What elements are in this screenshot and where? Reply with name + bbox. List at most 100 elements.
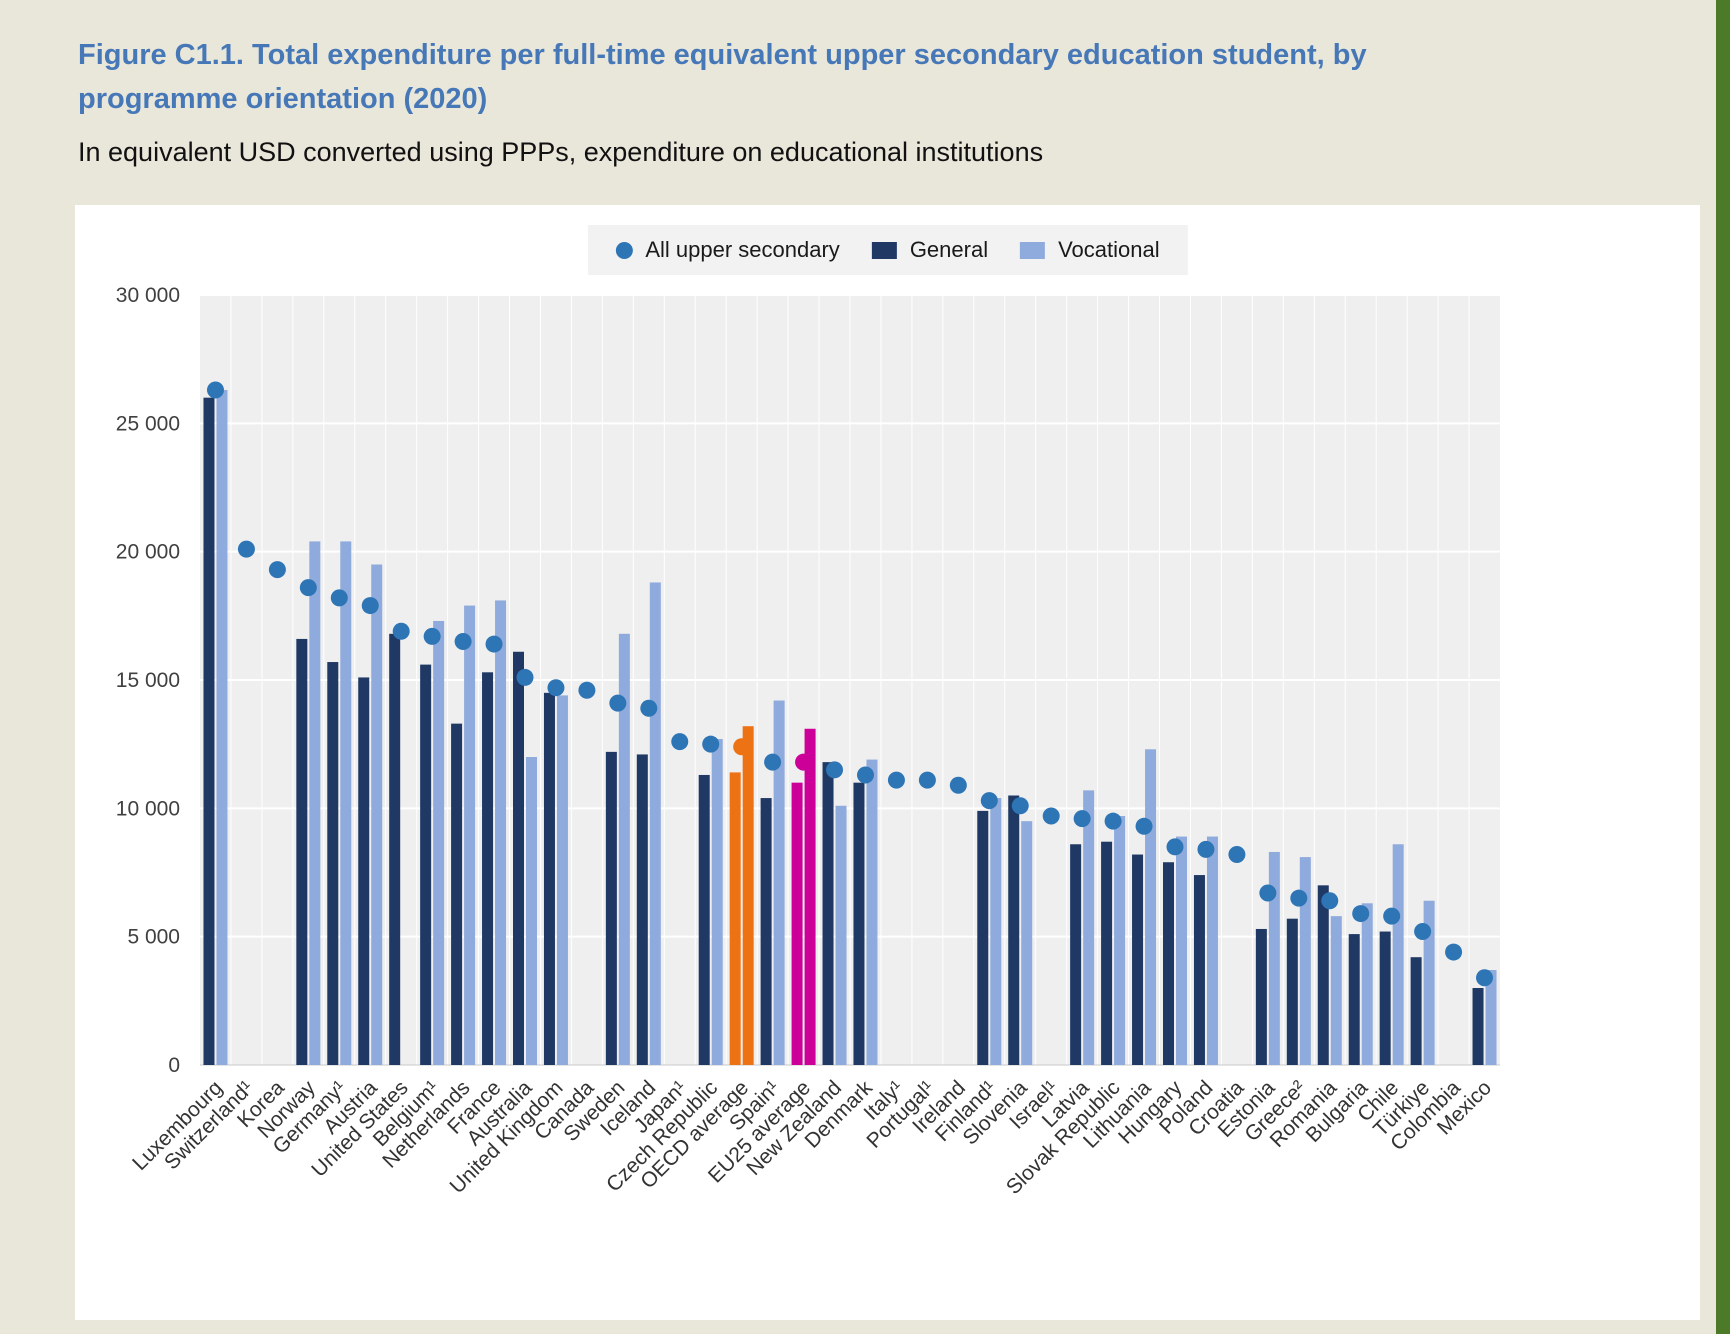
dot-all-upper-secondary: [578, 681, 596, 699]
bar-vocational: [495, 600, 507, 1065]
bar-vocational: [1423, 900, 1435, 1065]
dot-all-upper-secondary: [1042, 807, 1060, 825]
dot-all-upper-secondary: [516, 668, 534, 686]
bar-general: [1348, 934, 1360, 1065]
dot-all-upper-secondary: [826, 761, 844, 779]
dot-all-upper-secondary: [640, 699, 658, 717]
bar-vocational: [1083, 790, 1095, 1065]
dot-all-upper-secondary: [1011, 797, 1029, 815]
bar-general: [636, 754, 648, 1065]
bar-general: [203, 397, 215, 1065]
bar-vocational: [835, 805, 847, 1065]
legend-label-general: General: [909, 237, 989, 262]
bar-vocational: [866, 759, 878, 1065]
accent-strip: [1716, 0, 1730, 1334]
dot-all-upper-secondary: [949, 776, 967, 794]
y-tick-label: 5 000: [127, 926, 180, 949]
dot-all-upper-secondary: [1135, 817, 1153, 835]
bar-vocational: [742, 726, 754, 1065]
bar-general: [420, 664, 432, 1065]
bar-general: [1472, 988, 1484, 1065]
y-tick-label: 20 000: [116, 541, 180, 564]
bar-general: [389, 633, 401, 1065]
dot-all-upper-secondary: [1197, 840, 1215, 858]
dot-all-upper-secondary: [1352, 905, 1370, 923]
dot-all-upper-secondary: [1476, 969, 1494, 987]
figure-header: Figure C1.1. Total expenditure per full-…: [78, 34, 1618, 168]
bar-general: [327, 662, 339, 1065]
bar-general: [605, 751, 617, 1065]
dot-all-upper-secondary: [361, 597, 379, 615]
dot-all-upper-secondary: [702, 735, 720, 753]
dot-all-upper-secondary: [1259, 884, 1277, 902]
dot-all-upper-secondary: [887, 771, 905, 789]
bar-general: [1163, 862, 1174, 1065]
y-tick-label: 30 000: [116, 284, 180, 307]
bar-vocational: [618, 633, 630, 1065]
dot-all-upper-secondary: [237, 540, 255, 558]
dot-all-upper-secondary: [1383, 907, 1401, 925]
dot-all-upper-secondary: [1321, 892, 1339, 910]
bar-general: [358, 677, 370, 1065]
bar-general: [1379, 931, 1391, 1065]
bar-general: [729, 772, 741, 1065]
dot-all-upper-secondary: [1073, 810, 1091, 828]
bar-vocational: [1299, 857, 1311, 1065]
bar-general: [451, 723, 463, 1065]
bar-general: [822, 762, 834, 1065]
legend-item-all-upper-secondary: All upper secondary: [615, 237, 840, 263]
legend-label-all-upper-secondary: All upper secondary: [645, 237, 840, 262]
bar-general: [977, 810, 989, 1065]
bar-general: [543, 692, 555, 1065]
bar-vocational: [1145, 749, 1157, 1065]
dot-all-upper-secondary: [918, 771, 936, 789]
bar-general: [1008, 795, 1020, 1065]
dot-all-upper-secondary: [1290, 889, 1308, 907]
bar-general: [1317, 885, 1329, 1065]
y-tick-label: 25 000: [116, 412, 180, 435]
dot-all-upper-secondary: [764, 753, 782, 771]
bar-vocational: [1206, 836, 1218, 1065]
bar-general: [1410, 957, 1422, 1065]
bar-vocational: [464, 605, 476, 1065]
dot-all-upper-secondary: [856, 766, 874, 784]
bar-vocational: [1485, 970, 1497, 1065]
bar-vocational: [773, 700, 785, 1065]
bar-vocational: [216, 389, 228, 1065]
general-swatch-icon: [871, 241, 897, 259]
bar-general: [1101, 841, 1113, 1065]
bar-general: [296, 638, 308, 1065]
bar-general: [698, 774, 710, 1065]
dot-all-upper-secondary: [1228, 846, 1246, 864]
bar-vocational: [1176, 836, 1187, 1065]
bar-general: [1193, 875, 1205, 1065]
bar-vocational: [1114, 816, 1126, 1065]
bar-general: [853, 782, 865, 1065]
chart-panel: All upper secondary General Vocational 0…: [75, 205, 1700, 1320]
bar-general: [791, 782, 803, 1065]
legend-item-vocational: Vocational: [1020, 237, 1160, 263]
legend-item-general: General: [871, 237, 989, 263]
all-upper-secondary-dot-icon: [615, 241, 633, 259]
bar-vocational: [990, 798, 1002, 1065]
dot-all-upper-secondary: [795, 753, 813, 771]
bar-vocational: [649, 582, 661, 1065]
bar-general: [1070, 844, 1082, 1065]
dot-all-upper-secondary: [423, 627, 441, 645]
dot-all-upper-secondary: [547, 679, 565, 697]
dot-all-upper-secondary: [485, 635, 503, 653]
dot-all-upper-secondary: [206, 381, 224, 399]
bar-general: [1286, 918, 1298, 1065]
dot-all-upper-secondary: [733, 738, 751, 756]
bar-general: [1132, 854, 1144, 1065]
bar-general: [482, 672, 494, 1065]
dot-all-upper-secondary: [1104, 812, 1122, 830]
bar-vocational: [1330, 916, 1342, 1065]
y-tick-label: 0: [168, 1054, 180, 1077]
bar-vocational: [340, 541, 352, 1065]
bar-vocational: [556, 695, 568, 1065]
dot-all-upper-secondary: [1445, 943, 1463, 961]
dot-all-upper-secondary: [1414, 923, 1432, 941]
chart-legend: All upper secondary General Vocational: [587, 225, 1188, 275]
bar-vocational: [433, 620, 445, 1065]
